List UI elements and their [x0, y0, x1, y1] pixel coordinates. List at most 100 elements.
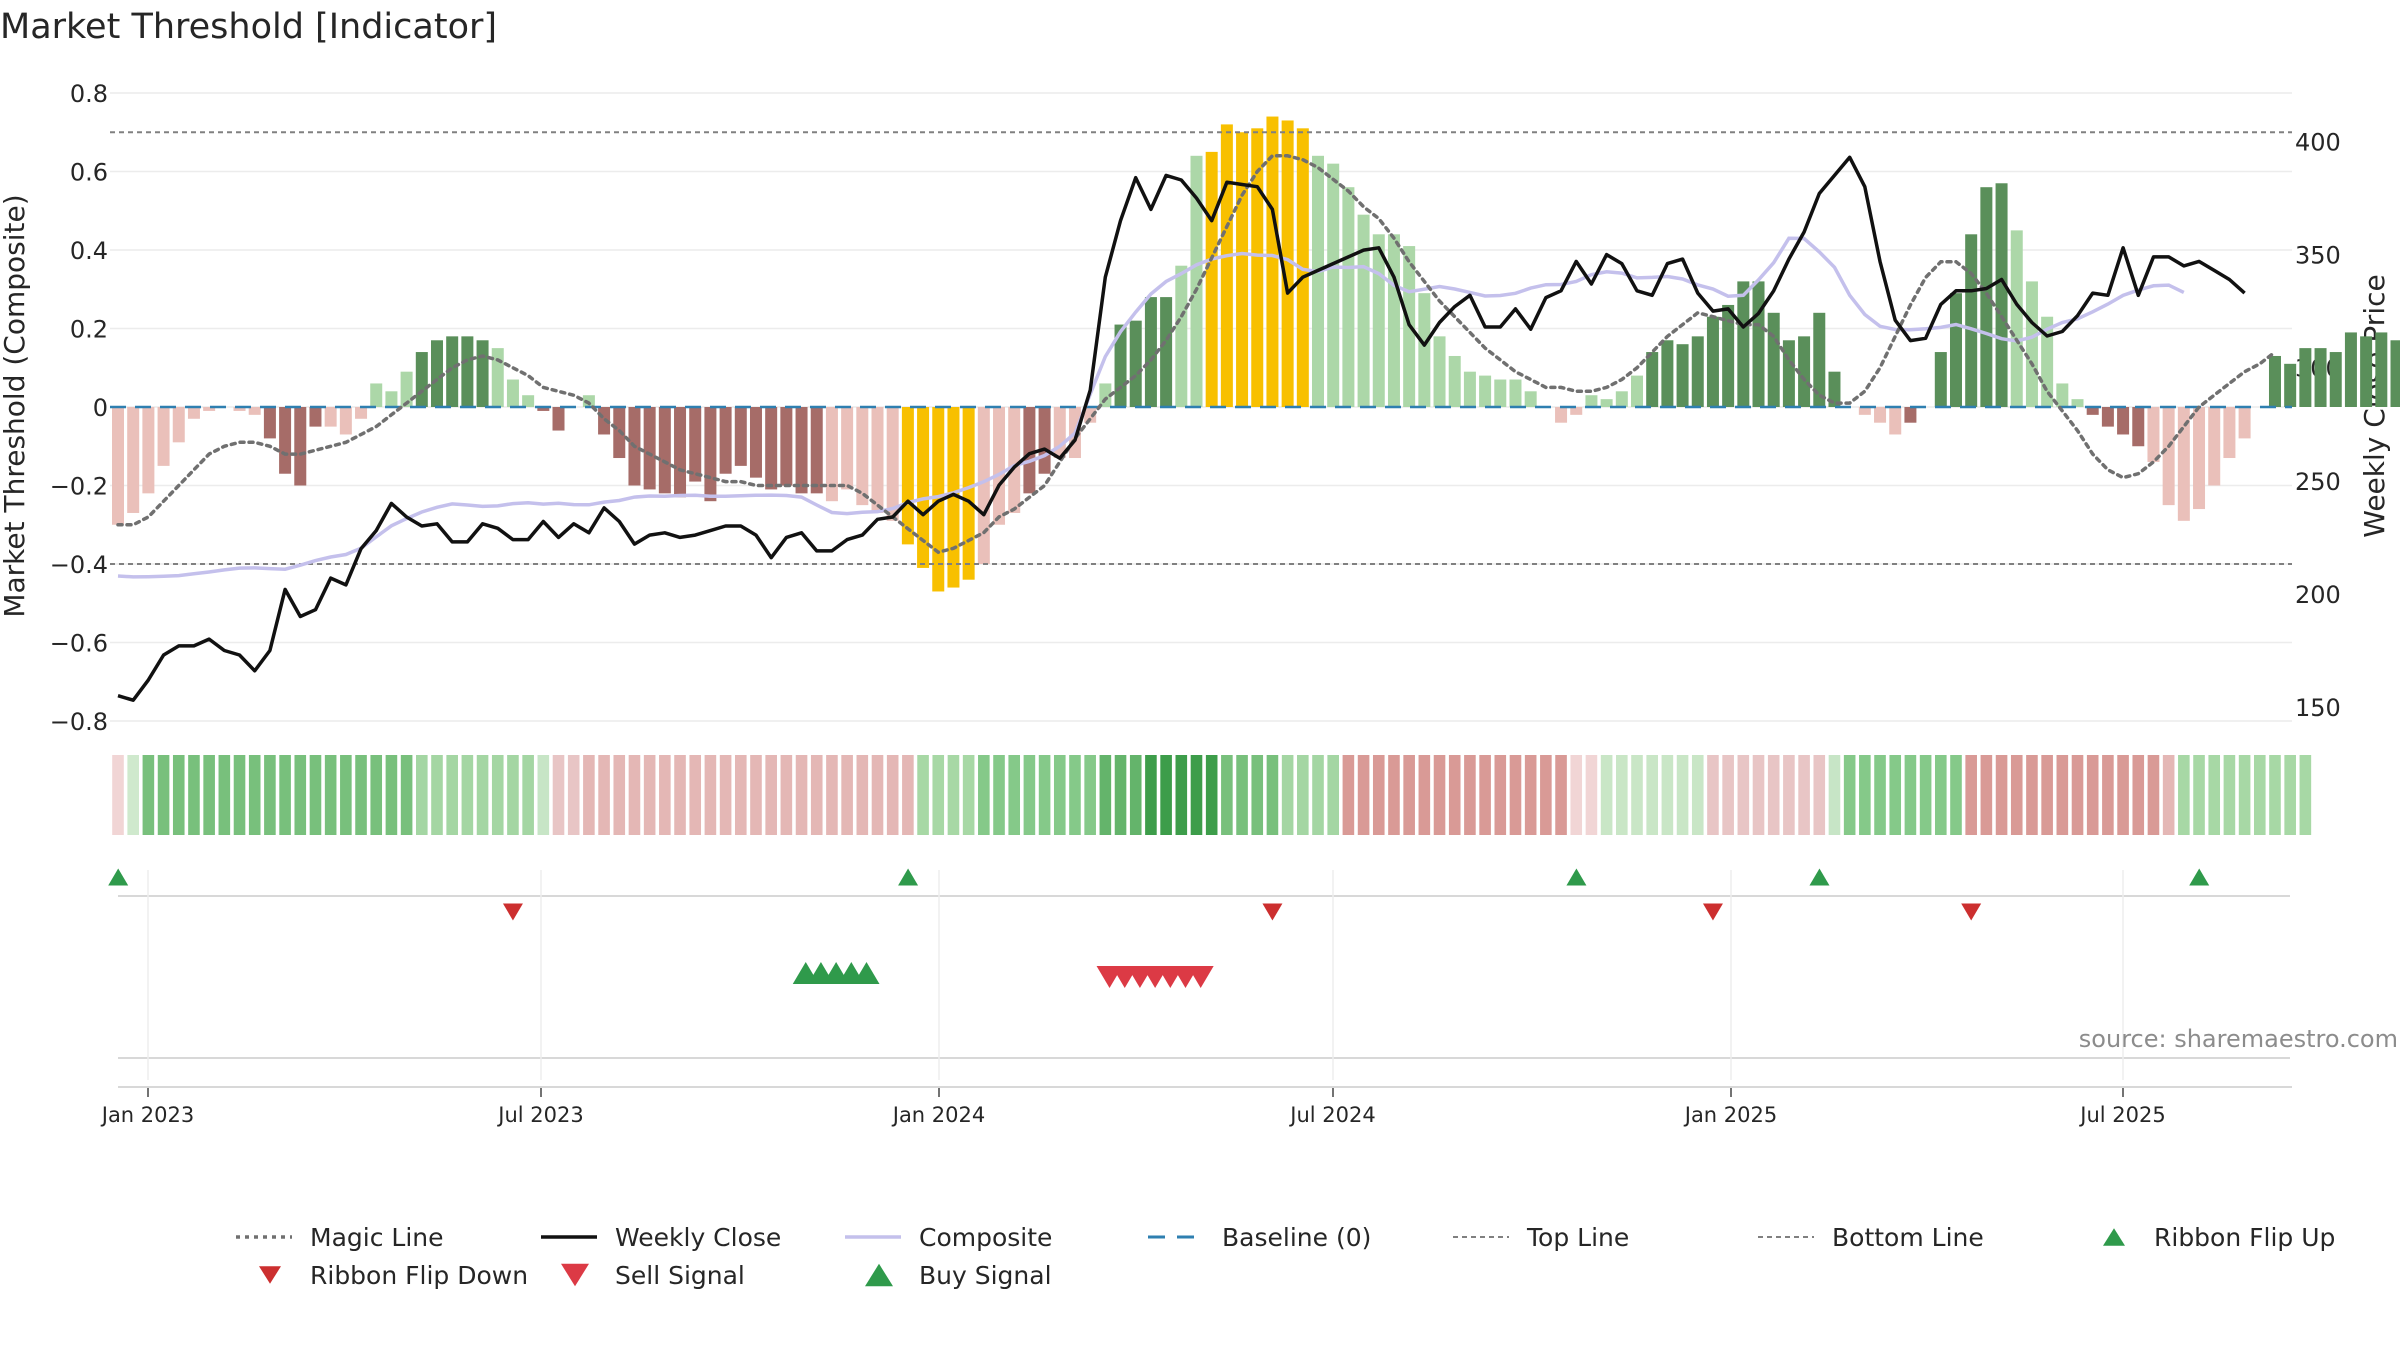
- ribbon-block: [1084, 755, 1096, 835]
- ribbon-block: [537, 755, 550, 835]
- composite-bar: [370, 383, 383, 407]
- ribbon-block: [1266, 755, 1279, 835]
- ribbon-block: [2162, 755, 2175, 835]
- ribbon-flip-up-marker: [2189, 868, 2210, 886]
- composite-bar: [1509, 379, 1522, 407]
- ribbon-block: [2223, 755, 2236, 835]
- ribbon-block: [188, 755, 200, 835]
- ribbon-block: [1661, 755, 1674, 835]
- ribbon-block: [127, 755, 139, 835]
- ribbon-block: [1783, 755, 1795, 835]
- left-y-axis: 0.8 0.6 0.4 0.2 0 −0.2 −0.4 −0.6 −0.8: [50, 80, 108, 736]
- composite-bar: [1965, 234, 1978, 407]
- ribbon-flip-down-marker: [502, 903, 523, 921]
- composite-bar: [157, 407, 170, 466]
- signal-markers: [108, 868, 2290, 1059]
- ribbon-flip-down-marker: [1961, 903, 1982, 921]
- legend-label: Ribbon Flip Up: [2154, 1223, 2335, 1252]
- ribbon-block: [856, 755, 869, 835]
- ribbon-block: [2086, 755, 2099, 835]
- composite-bar: [1858, 407, 1871, 415]
- composite-bar: [1220, 124, 1233, 408]
- composite-bar: [172, 407, 185, 443]
- legend-item: Bottom Line: [1758, 1223, 1984, 1252]
- ribbon-block: [962, 755, 975, 835]
- y-tick-label: 0.4: [70, 237, 108, 265]
- ribbon-block: [1023, 755, 1036, 835]
- ribbon-block: [886, 755, 899, 835]
- composite-bar: [1737, 281, 1750, 407]
- ribbon-block: [674, 755, 686, 835]
- weekly-close-line: [117, 155, 2246, 702]
- ribbon-block: [1555, 755, 1567, 835]
- ribbon-block: [385, 755, 398, 835]
- ribbon-block: [294, 755, 307, 835]
- ribbon-block: [1707, 755, 1719, 835]
- ribbon-block: [1737, 755, 1750, 835]
- composite-bar: [765, 407, 778, 490]
- ribbon-block: [978, 755, 990, 835]
- ribbon-block: [598, 755, 610, 835]
- composite-bar: [2117, 407, 2130, 435]
- ribbon-block: [2238, 755, 2251, 835]
- composite-bar: [2162, 407, 2175, 506]
- composite-bars: [112, 116, 2400, 592]
- composite-bar: [704, 407, 717, 502]
- composite-bar: [1767, 312, 1780, 407]
- legend-item: Baseline (0): [1148, 1223, 1371, 1252]
- legend-label: Magic Line: [310, 1223, 444, 1252]
- ribbon-block: [1980, 755, 1993, 835]
- ribbon-block: [1950, 755, 1962, 835]
- ribbon-block: [1372, 755, 1385, 835]
- composite-bar: [1023, 407, 1036, 494]
- composite-bar: [2056, 383, 2069, 407]
- composite-bar: [415, 352, 428, 407]
- ribbon-block: [2208, 755, 2221, 835]
- ribbon-block: [507, 755, 519, 835]
- ribbon-block: [765, 755, 777, 835]
- composite-bar: [1387, 234, 1400, 407]
- ribbon-block: [233, 755, 246, 835]
- ribbon-block: [993, 755, 1005, 835]
- composite-bar: [2344, 332, 2357, 407]
- legend-swatch: [561, 1263, 589, 1287]
- ribbon-block: [902, 755, 914, 835]
- legend-swatch: [865, 1263, 893, 1287]
- ribbon-block: [1008, 755, 1021, 835]
- composite-bar: [339, 407, 352, 435]
- composite-bar: [658, 407, 671, 494]
- ribbon-block: [1448, 755, 1461, 835]
- composite-bar: [2147, 407, 2160, 462]
- composite-bar: [2375, 332, 2388, 407]
- ribbon-block: [1099, 755, 1112, 835]
- ribbon-block: [2284, 755, 2296, 835]
- legend-label: Ribbon Flip Down: [310, 1261, 528, 1290]
- y-tick-label: 0.2: [70, 316, 108, 344]
- legend-label: Weekly Close: [615, 1223, 781, 1252]
- ribbon-block: [2269, 755, 2281, 835]
- ribbon-block: [1843, 755, 1856, 835]
- ribbon-block: [1114, 755, 1127, 835]
- ribbon-block: [583, 755, 595, 835]
- ribbon-block: [522, 755, 534, 835]
- series-lines: [116, 154, 2277, 702]
- ribbon-block: [1859, 755, 1871, 835]
- composite-bar: [294, 407, 307, 486]
- ribbon-block: [1631, 755, 1643, 835]
- legend-item: Magic Line: [236, 1223, 444, 1252]
- buy-signal-marker: [853, 961, 880, 985]
- y-tick-label: 0: [93, 394, 108, 422]
- legend: Magic Line Weekly Close Composite Baseline …: [236, 1223, 2335, 1290]
- legend-item: Ribbon Flip Down: [259, 1261, 528, 1290]
- composite-bar: [2268, 355, 2281, 407]
- ribbon-block: [1145, 755, 1157, 835]
- composite-bar: [1600, 399, 1613, 407]
- composite-bar: [1798, 336, 1811, 407]
- composite-bar: [1934, 352, 1947, 407]
- ribbon-block: [2193, 755, 2205, 835]
- composite-bar: [2390, 340, 2400, 407]
- composite-line: [117, 236, 2185, 579]
- ribbon-block: [446, 755, 458, 835]
- composite-bar: [1281, 120, 1294, 407]
- legend-label: Sell Signal: [615, 1261, 745, 1290]
